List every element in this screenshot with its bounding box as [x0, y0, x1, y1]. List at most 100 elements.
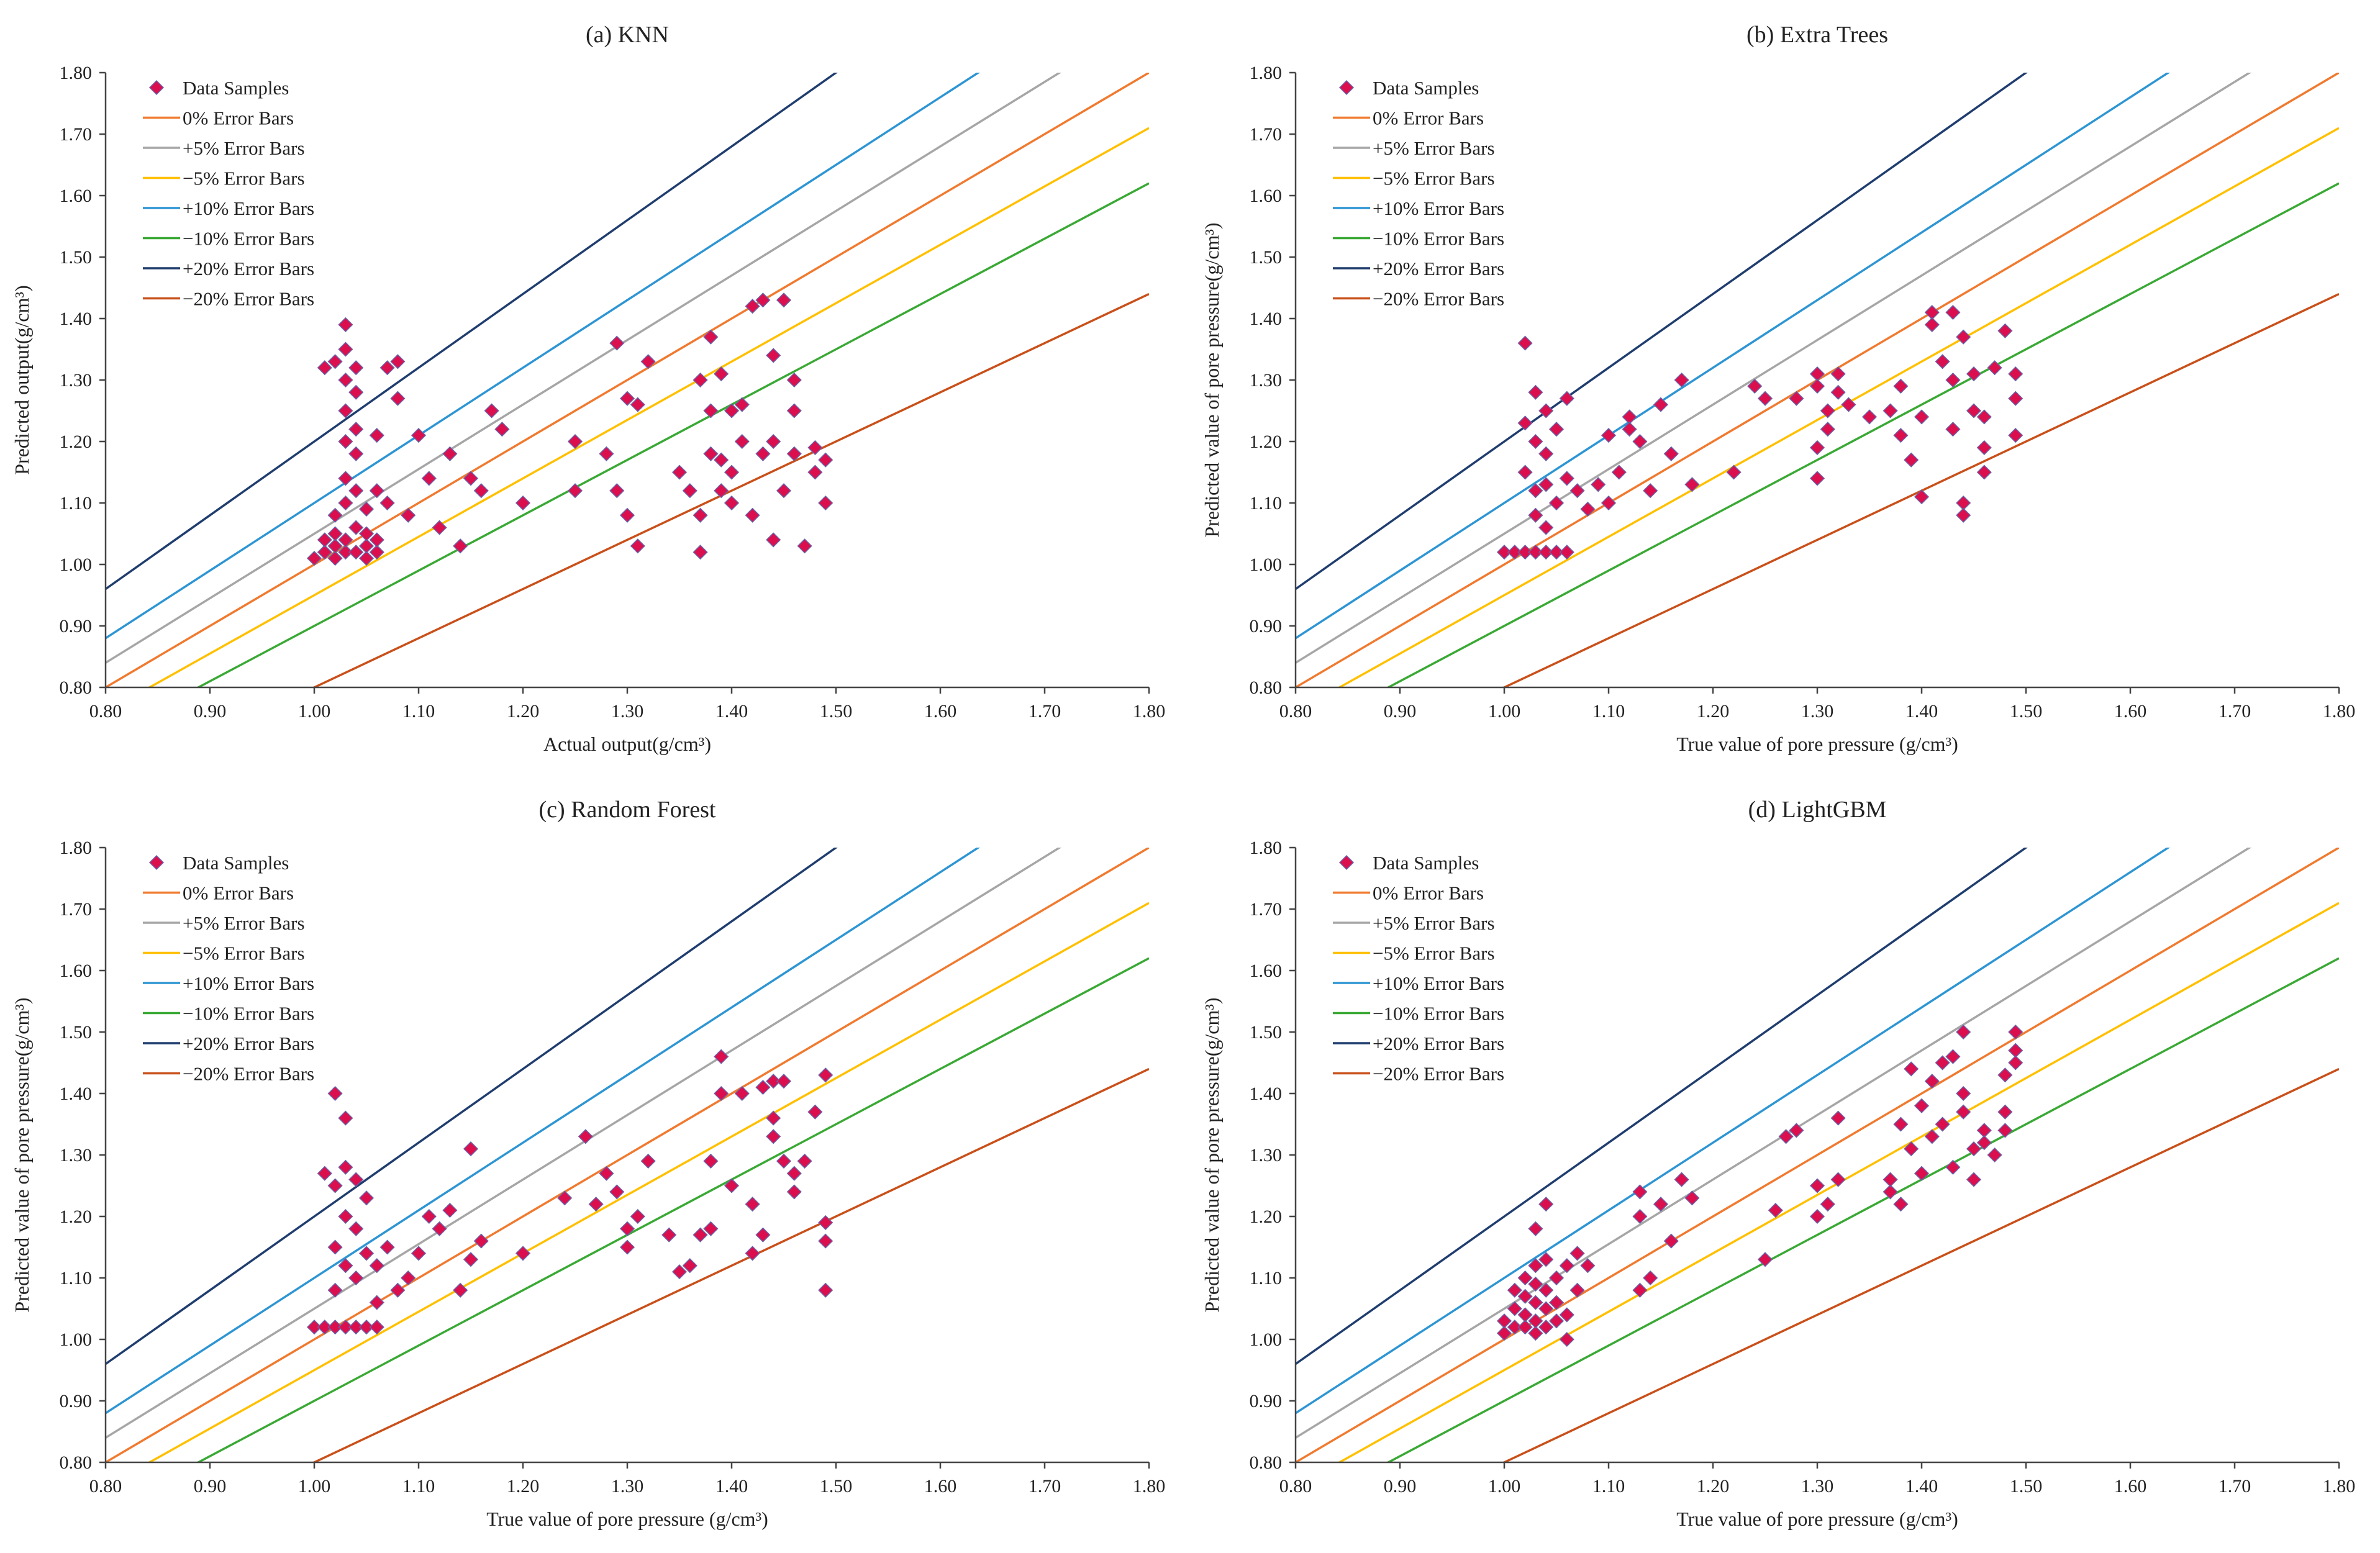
data-point: [818, 452, 833, 468]
legend-label-5-error-bars: +5% Error Bars: [1373, 912, 1495, 934]
data-point: [369, 1295, 384, 1310]
data-point: [1538, 446, 1554, 461]
x-tick-label: 1.00: [298, 701, 331, 722]
data-point: [1684, 1190, 1700, 1206]
x-tick-label: 1.40: [1905, 1476, 1938, 1496]
data-point: [1653, 397, 1669, 412]
data-point: [1643, 483, 1658, 499]
x-tick-label: 1.60: [2114, 701, 2147, 722]
data-point: [567, 433, 583, 450]
data-point: [1945, 372, 1961, 388]
data-point: [1966, 366, 1982, 382]
y-tick-label: 0.90: [1250, 616, 1283, 636]
legend-label-5-error-bars: +5% Error Bars: [1373, 137, 1495, 159]
legend-label-10-error-bars: +10% Error Bars: [183, 197, 314, 219]
x-tick-label: 1.70: [1029, 1476, 1061, 1496]
y-tick-label: 1.00: [60, 555, 93, 575]
data-point: [358, 1320, 375, 1335]
data-point: [432, 520, 447, 535]
data-point: [390, 1282, 406, 1298]
data-point: [1883, 1172, 1898, 1187]
legend-label-5-error-bars: +5% Error Bars: [183, 137, 305, 159]
y-tick-label: 1.80: [60, 63, 93, 83]
data-point: [1830, 1172, 1846, 1187]
x-tick-label: 0.80: [89, 1476, 122, 1496]
data-point: [1904, 1061, 1919, 1077]
data-point: [703, 1153, 719, 1169]
data-point: [306, 551, 322, 566]
data-point: [2008, 1024, 2023, 1040]
y-tick-label: 1.60: [60, 186, 93, 206]
data-point: [745, 299, 760, 314]
error-lines: [1296, 848, 2339, 1462]
legend-label-10-error-bars: −10% Error Bars: [1373, 1003, 1504, 1025]
legend-label-5-error-bars: −5% Error Bars: [1373, 168, 1495, 189]
x-tick-label: 1.70: [1029, 701, 1061, 722]
data-point: [776, 1074, 792, 1089]
data-point: [1559, 391, 1574, 406]
data-point: [317, 545, 332, 560]
legend-label-5-error-bars: −5% Error Bars: [183, 943, 305, 964]
data-point: [1883, 1184, 1898, 1200]
data-point: [1622, 422, 1637, 437]
data-point: [1559, 1331, 1574, 1347]
y-tick-label: 1.40: [60, 1084, 93, 1104]
data-point: [358, 1246, 375, 1261]
data-point: [327, 1282, 343, 1298]
data-point: [348, 422, 364, 437]
x-tick-label: 1.70: [2219, 1476, 2251, 1496]
error-line-m5: [1337, 902, 2339, 1462]
data-point: [463, 1252, 479, 1267]
data-point: [401, 507, 416, 523]
legend-label-20-error-bars: +20% Error Bars: [1373, 1033, 1504, 1054]
y-tick-label: 1.70: [60, 899, 93, 920]
chart-title: (a) KNN: [586, 22, 669, 48]
data-point: [1528, 1276, 1543, 1292]
data-point: [724, 403, 740, 419]
data-point: [317, 1166, 332, 1181]
legend-label-10-error-bars: +10% Error Bars: [183, 972, 314, 994]
data-point: [390, 354, 406, 369]
data-point: [401, 1270, 416, 1286]
data-point: [1528, 1221, 1543, 1236]
data-point: [1966, 1172, 1982, 1187]
x-tick-label: 1.00: [298, 1476, 331, 1496]
data-point: [1528, 545, 1543, 560]
data-point: [1548, 1270, 1565, 1286]
data-point: [1517, 545, 1533, 560]
y-tick-label: 1.10: [1250, 1268, 1283, 1288]
data-point: [1559, 545, 1574, 560]
x-axis-label: True value of pore pressure (g/cm³): [1676, 1508, 1958, 1530]
error-line-p5: [1296, 73, 2252, 664]
data-point: [786, 372, 802, 388]
data-point: [1580, 1258, 1596, 1274]
x-tick-label: 1.30: [1801, 1476, 1834, 1496]
legend-label-5-error-bars: −5% Error Bars: [183, 168, 305, 189]
x-tick-label: 1.50: [2010, 701, 2043, 722]
error-line-m20: [1501, 1067, 2339, 1462]
data-point: [338, 1258, 353, 1274]
data-point: [1789, 391, 1804, 406]
x-tick-label: 1.80: [2323, 701, 2356, 722]
data-point: [693, 507, 708, 523]
data-point: [1601, 495, 1617, 511]
data-point: [348, 1320, 364, 1335]
data-point: [671, 1264, 688, 1280]
x-tick-label: 1.80: [1133, 1476, 1166, 1496]
data-point: [1997, 1123, 2013, 1138]
data-point: [1893, 378, 1909, 394]
x-tick-label: 1.30: [1801, 701, 1834, 722]
data-point: [1528, 483, 1543, 499]
data-point: [1809, 378, 1825, 394]
data-point: [766, 532, 781, 548]
data-point: [317, 360, 332, 376]
y-tick-label: 1.60: [1250, 961, 1283, 981]
data-points: [1496, 1024, 2023, 1347]
data-point: [1632, 1208, 1648, 1225]
data-point: [1914, 409, 1930, 425]
data-point: [358, 551, 375, 566]
data-point: [1976, 1123, 1992, 1138]
y-tick-label: 1.30: [1250, 1145, 1283, 1166]
data-point: [484, 403, 499, 419]
x-tick-label: 1.50: [820, 701, 853, 722]
